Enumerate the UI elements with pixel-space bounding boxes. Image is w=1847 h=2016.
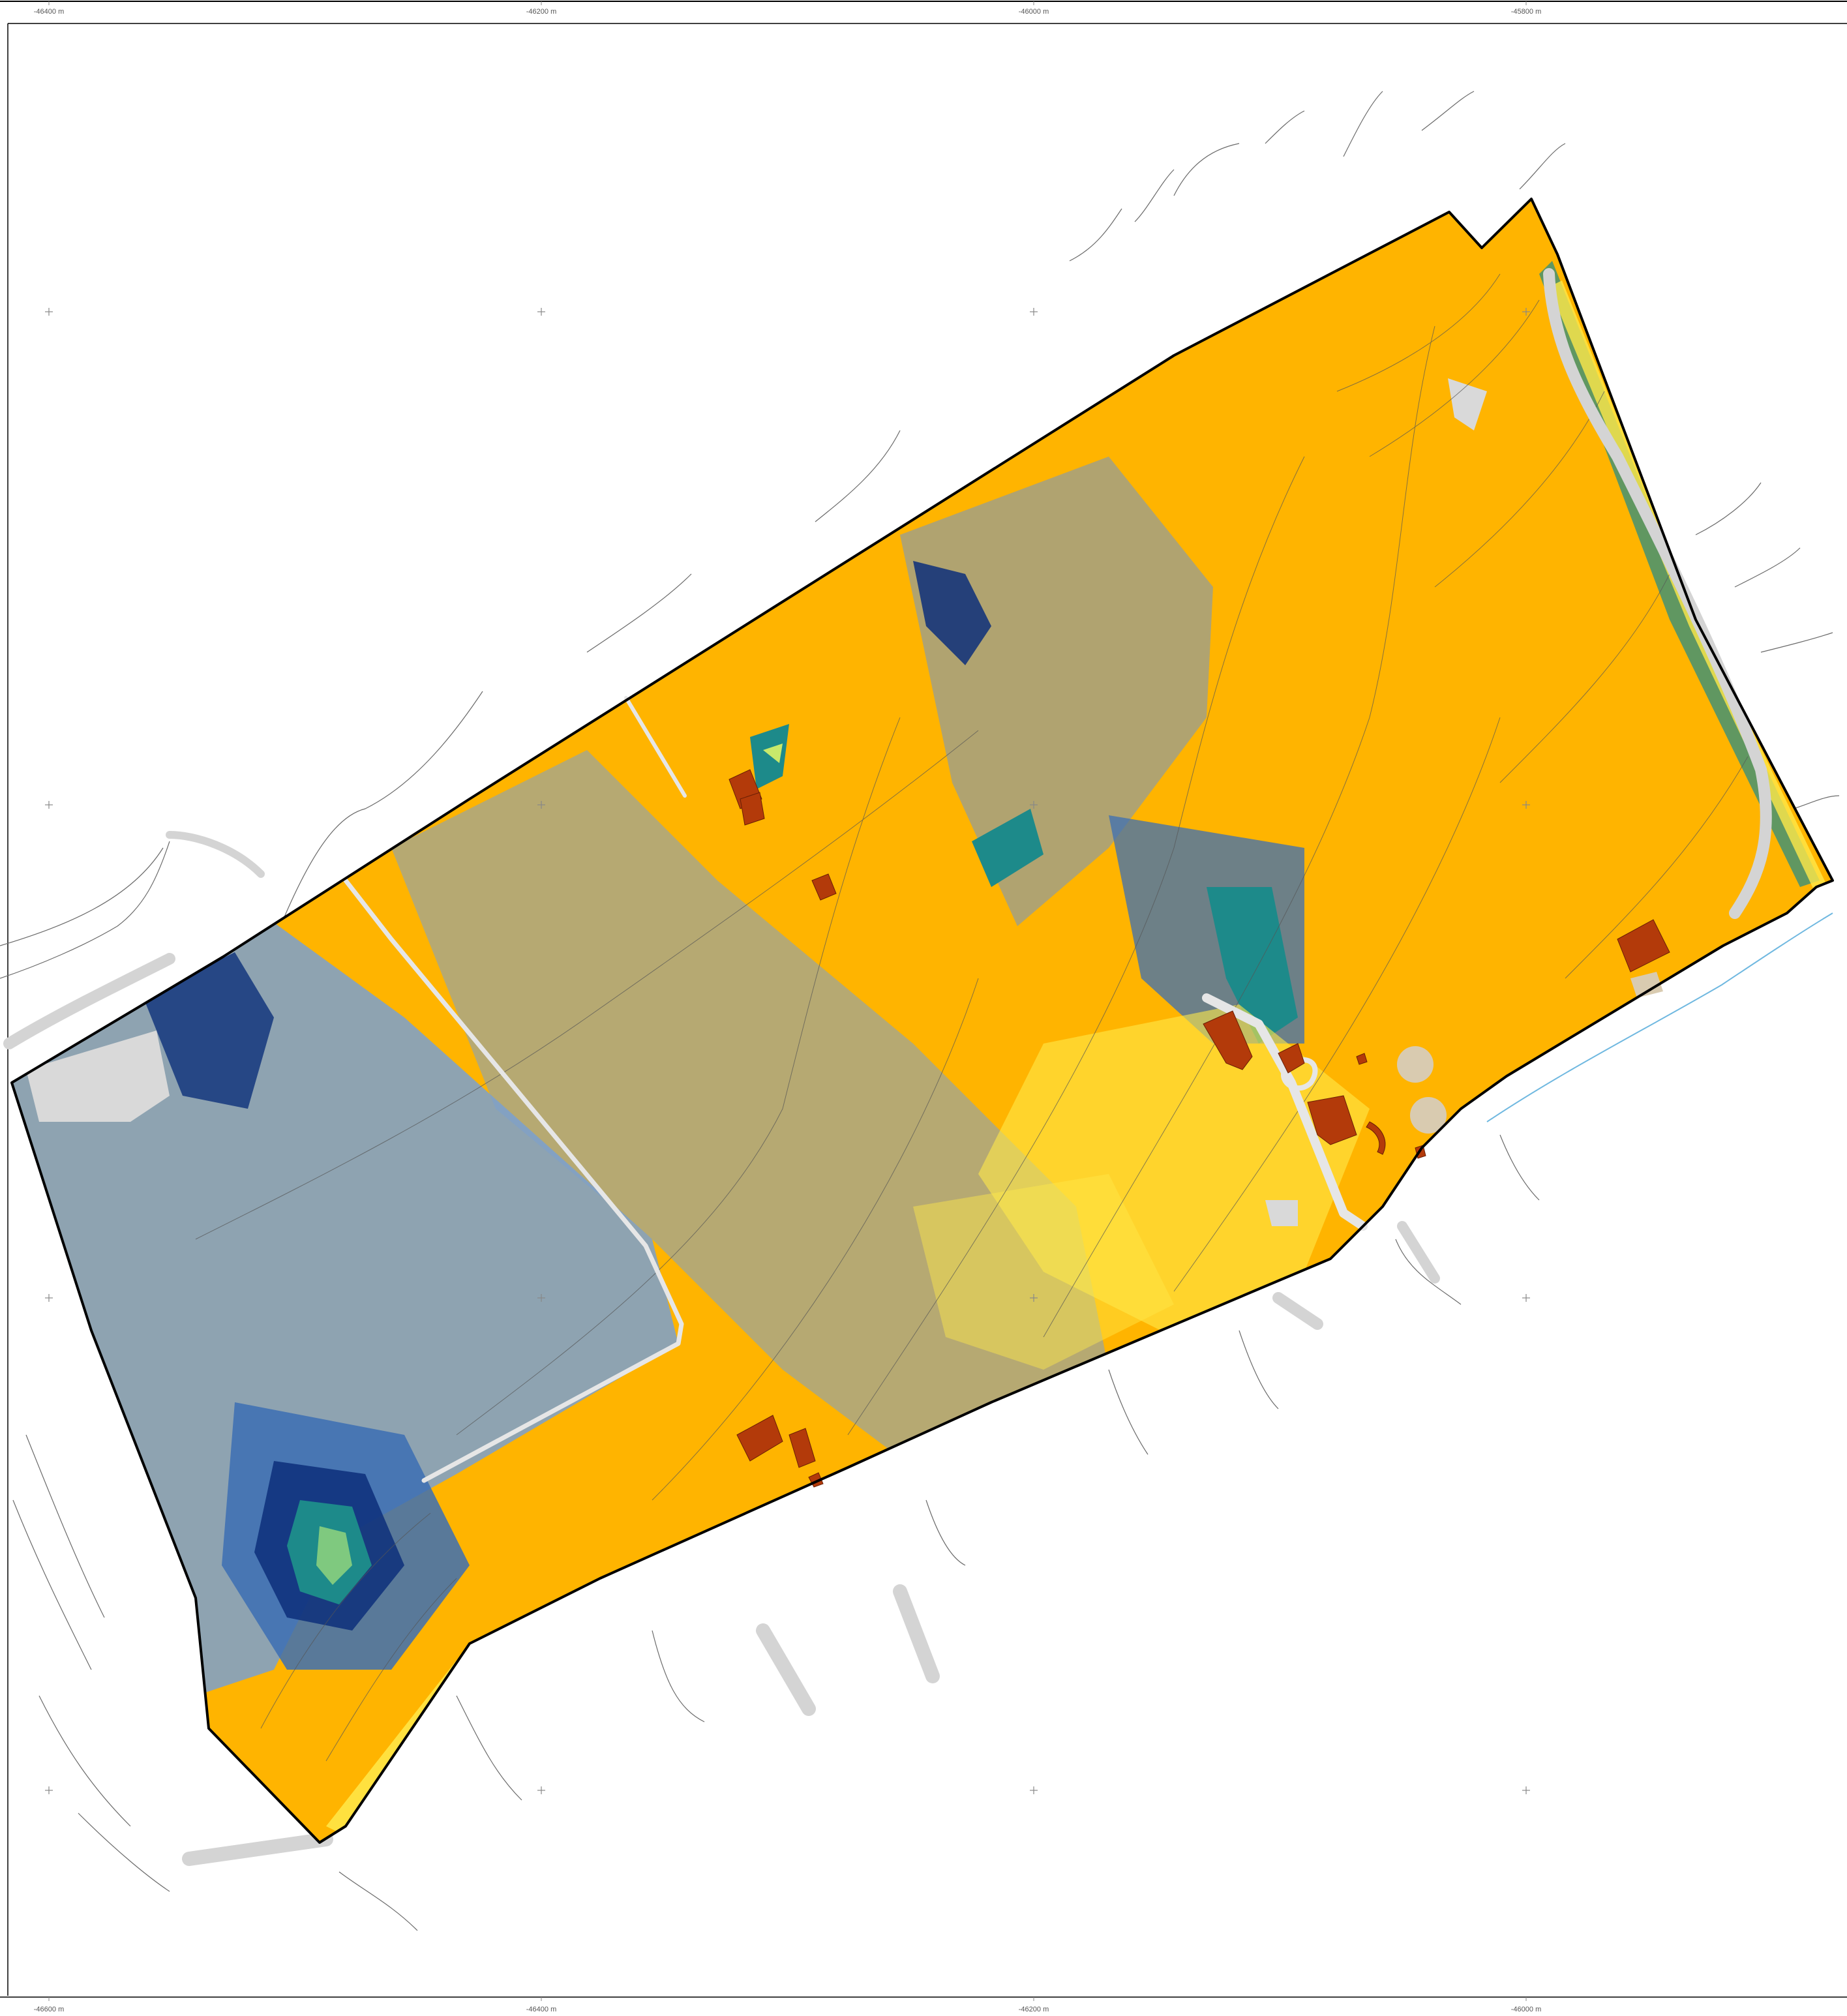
- raster-blue-north: [900, 457, 1213, 926]
- building-2: [740, 792, 765, 826]
- raster-road-edge-yellow: [1549, 280, 1826, 888]
- building-4: [736, 1415, 783, 1462]
- site-boundary: [10, 198, 1834, 1844]
- grid-crosses: [45, 308, 1530, 1794]
- raster-blue-band: [391, 750, 1109, 1467]
- coordinate-ticks: [48, 1, 1527, 2001]
- raster-teal-small-2: [750, 724, 789, 789]
- grid-label-top-3: -46000 m: [1018, 8, 1049, 16]
- tanks: [1397, 972, 1663, 1134]
- building-10: [1617, 919, 1670, 972]
- grid-label-bottom-4: -46000 m: [1510, 2006, 1542, 2013]
- building-5: [788, 1428, 816, 1468]
- raster-green-small: [763, 744, 783, 763]
- grid-label-top-2: -46200 m: [526, 8, 557, 16]
- raster-teal-north: [913, 561, 991, 665]
- raster-nodata-west: [26, 1031, 170, 1122]
- building-7: [1203, 1010, 1253, 1070]
- building-9: [1307, 1095, 1357, 1145]
- building-3: [811, 873, 837, 901]
- raster-dark-northwest: [143, 952, 274, 1109]
- building-curve: [1366, 1121, 1386, 1155]
- stream: [1486, 912, 1833, 1122]
- tank-2: [1410, 1097, 1447, 1134]
- grid-label-top-4: -45800 m: [1510, 8, 1542, 16]
- site-contours: [195, 273, 1749, 1762]
- raster-yellow-south: [913, 1174, 1174, 1370]
- raster-nodata-e: [1265, 1200, 1298, 1226]
- raster-blue-west: [13, 913, 678, 1696]
- grid-label-bottom-1: -46600 m: [33, 2006, 65, 2013]
- building-11: [1356, 1053, 1368, 1065]
- raster-yellow-east: [978, 1004, 1370, 1337]
- raster-nodata-ne: [1448, 378, 1487, 430]
- raster-teal-central: [1207, 887, 1298, 1044]
- outside-contours: [0, 91, 1840, 1931]
- grid-label-top-1: -46400 m: [33, 8, 65, 16]
- grid-label-bottom-2: -46400 m: [526, 2006, 557, 2013]
- tank-pad: [1630, 972, 1663, 998]
- tank-1: [1397, 1046, 1434, 1083]
- raster-green-southwest: [316, 1526, 352, 1585]
- grid-label-bottom-3: -46200 m: [1018, 2006, 1049, 2013]
- building-8: [1278, 1043, 1305, 1074]
- outside-roads: [3, 831, 1440, 1866]
- raster-teal-small-1: [972, 809, 1044, 887]
